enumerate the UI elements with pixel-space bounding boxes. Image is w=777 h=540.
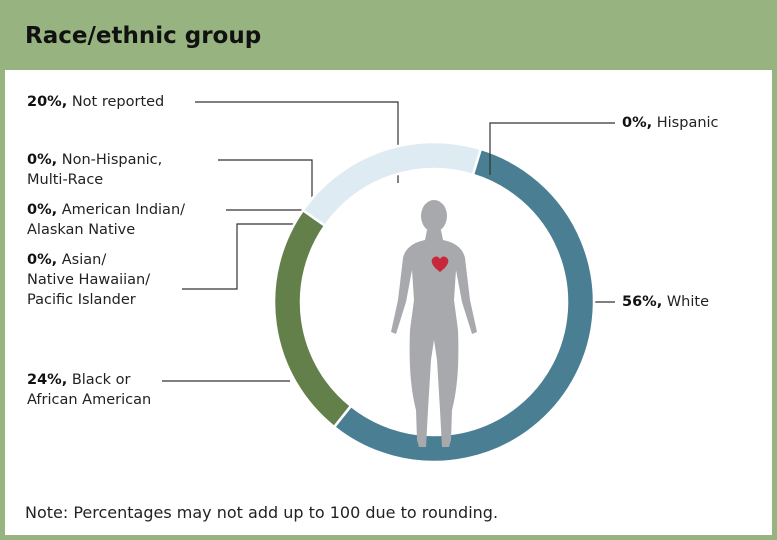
donut-slice xyxy=(274,210,351,427)
figure xyxy=(391,200,477,447)
slice-label: 0%, American Indian/ Alaskan Native xyxy=(27,200,185,240)
leader-line xyxy=(218,160,312,213)
value-label: 0%, xyxy=(27,152,57,168)
value-label: 0%, xyxy=(622,115,652,131)
value-label: 24%, xyxy=(27,372,67,388)
slice-label: 0%, Asian/ Native Hawaiian/ Pacific Isla… xyxy=(27,250,150,310)
slice-label: 0%, Hispanic xyxy=(622,113,719,133)
slice-label: 0%, Non-Hispanic, Multi-Race xyxy=(27,150,162,190)
value-label: 0%, xyxy=(27,202,57,218)
category-label: White xyxy=(667,294,709,310)
category-label: Not reported xyxy=(72,94,164,110)
slice-label: 24%, Black or African American xyxy=(27,370,151,410)
value-label: 56%, xyxy=(622,294,662,310)
value-label: 20%, xyxy=(27,94,67,110)
donut-slice xyxy=(303,142,481,226)
value-label: 0%, xyxy=(27,252,57,268)
slice-label: 20%, Not reported xyxy=(27,92,164,112)
slice-label: 56%, White xyxy=(622,292,709,312)
category-label: Hispanic xyxy=(657,115,719,131)
